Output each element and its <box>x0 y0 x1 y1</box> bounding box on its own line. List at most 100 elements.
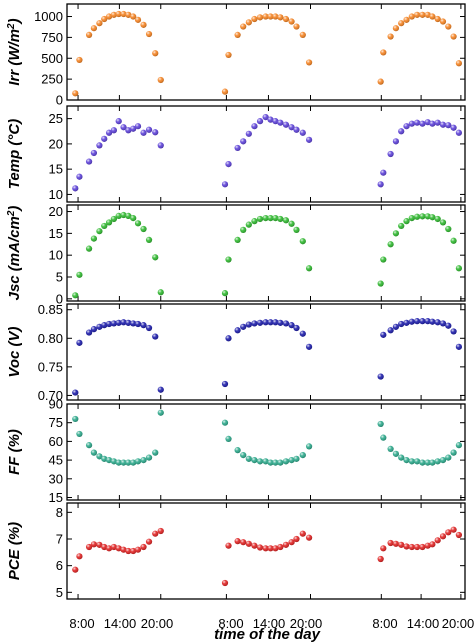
y-tick-label: 15 <box>49 490 63 505</box>
data-point-highlight <box>152 333 159 340</box>
data-point-highlight <box>414 543 421 551</box>
data-point-highlight <box>305 136 313 143</box>
data-point-highlight <box>85 158 93 165</box>
data-point-highlight <box>434 215 441 223</box>
data-point-highlight <box>72 415 79 423</box>
data-point-highlight <box>76 339 83 346</box>
data-point-highlight <box>445 529 452 536</box>
data-point-highlight <box>408 13 415 20</box>
data-point-highlight <box>445 322 452 329</box>
data-point-highlight <box>380 169 387 176</box>
data-point-highlight <box>434 537 441 544</box>
data-point-highlight <box>234 327 241 334</box>
data-point-highlight <box>101 15 108 23</box>
data-point-highlight <box>85 245 93 252</box>
y-tick-label: 25 <box>49 111 63 126</box>
data-point-highlight <box>234 447 241 454</box>
data-point-highlight <box>380 256 387 263</box>
x-tick-label-day2-0800: 8:00 <box>218 616 243 631</box>
data-point-highlight <box>110 127 117 134</box>
data-point-highlight <box>419 318 426 325</box>
data-point-highlight <box>414 318 421 325</box>
data-point-highlight <box>299 452 306 459</box>
data-point-highlight <box>221 290 229 297</box>
data-point-highlight <box>377 181 384 188</box>
data-point-highlight <box>387 445 394 452</box>
y-tick-label: 10 <box>49 187 63 202</box>
data-point-highlight <box>96 541 103 548</box>
data-point-highlight <box>234 31 241 38</box>
x-tick-label-day1-2000: 20:00 <box>141 616 174 631</box>
data-point-highlight <box>267 116 274 123</box>
y-tick-label: 5 <box>56 585 63 600</box>
data-point-highlight <box>110 543 117 551</box>
data-point-highlight <box>403 218 410 225</box>
data-point-highlight <box>120 459 127 466</box>
data-point-highlight <box>110 458 117 465</box>
data-point-highlight <box>110 320 117 327</box>
data-point-highlight <box>134 16 142 23</box>
data-point-highlight <box>125 212 132 220</box>
data-point-highlight <box>134 123 142 130</box>
data-point-highlight <box>262 214 269 222</box>
panel-1: 0 250 500 750 1000 Irr (W/m2) <box>6 3 466 108</box>
y-tick-label: 60 <box>49 434 63 449</box>
data-point-highlight <box>76 271 83 278</box>
data-point-highlight <box>424 459 431 466</box>
data-point-highlight <box>115 545 122 552</box>
data-point-highlight <box>288 18 295 25</box>
data-point-highlight <box>408 214 415 222</box>
data-point-highlight <box>392 540 400 547</box>
data-point-highlight <box>288 124 295 131</box>
data-point-highlight <box>245 540 252 547</box>
data-point-highlight <box>414 11 421 18</box>
data-point-highlight <box>234 144 241 152</box>
data-point-highlight <box>130 459 137 466</box>
data-point-highlight <box>398 128 405 135</box>
data-point-highlight <box>429 214 436 221</box>
data-point-highlight <box>90 449 97 456</box>
data-point-highlight <box>101 222 108 230</box>
data-point-highlight <box>90 25 97 32</box>
data-point-highlight <box>424 213 431 220</box>
data-point-highlight <box>72 185 79 192</box>
data-point-highlight <box>434 458 441 465</box>
data-point-highlight <box>305 343 313 350</box>
data-point-highlight <box>125 319 132 326</box>
data-point-highlight <box>105 219 113 226</box>
data-point-highlight <box>251 218 258 225</box>
data-point-highlight <box>120 124 127 131</box>
panel-frame <box>66 3 466 101</box>
data-point-highlight <box>272 319 279 326</box>
data-point-highlight <box>115 10 122 18</box>
data-point-highlight <box>267 459 274 466</box>
data-point-highlight <box>299 530 306 537</box>
data-point-highlight <box>387 150 394 158</box>
data-point-highlight <box>450 449 457 456</box>
data-point-highlight <box>450 237 457 244</box>
data-point-highlight <box>221 88 229 95</box>
data-point-highlight <box>72 90 79 97</box>
data-point-highlight <box>288 539 295 546</box>
data-point-highlight <box>130 13 137 20</box>
data-point-highlight <box>157 409 164 416</box>
data-point-highlight <box>445 225 452 233</box>
data-point-highlight <box>455 129 462 136</box>
data-point-highlight <box>90 149 97 157</box>
data-point-highlight <box>272 13 279 20</box>
data-point-highlight <box>72 292 79 299</box>
y-tick-label: 30 <box>49 471 63 486</box>
data-point-highlight <box>130 214 137 222</box>
data-point-highlight <box>125 547 132 555</box>
y-tick-label: 20 <box>49 136 63 151</box>
y-tick-label: 8 <box>56 505 63 520</box>
data-point-highlight <box>293 226 300 233</box>
panel-6: 5 6 7 8 PCE (%) <box>6 502 466 600</box>
data-point-highlight <box>101 543 108 551</box>
data-point-highlight <box>256 215 264 223</box>
data-point-highlight <box>90 235 97 242</box>
data-point-highlight <box>392 323 400 330</box>
y-tick-label: 5 <box>56 270 63 285</box>
data-point-highlight <box>299 330 306 337</box>
data-point-highlight <box>450 526 457 533</box>
